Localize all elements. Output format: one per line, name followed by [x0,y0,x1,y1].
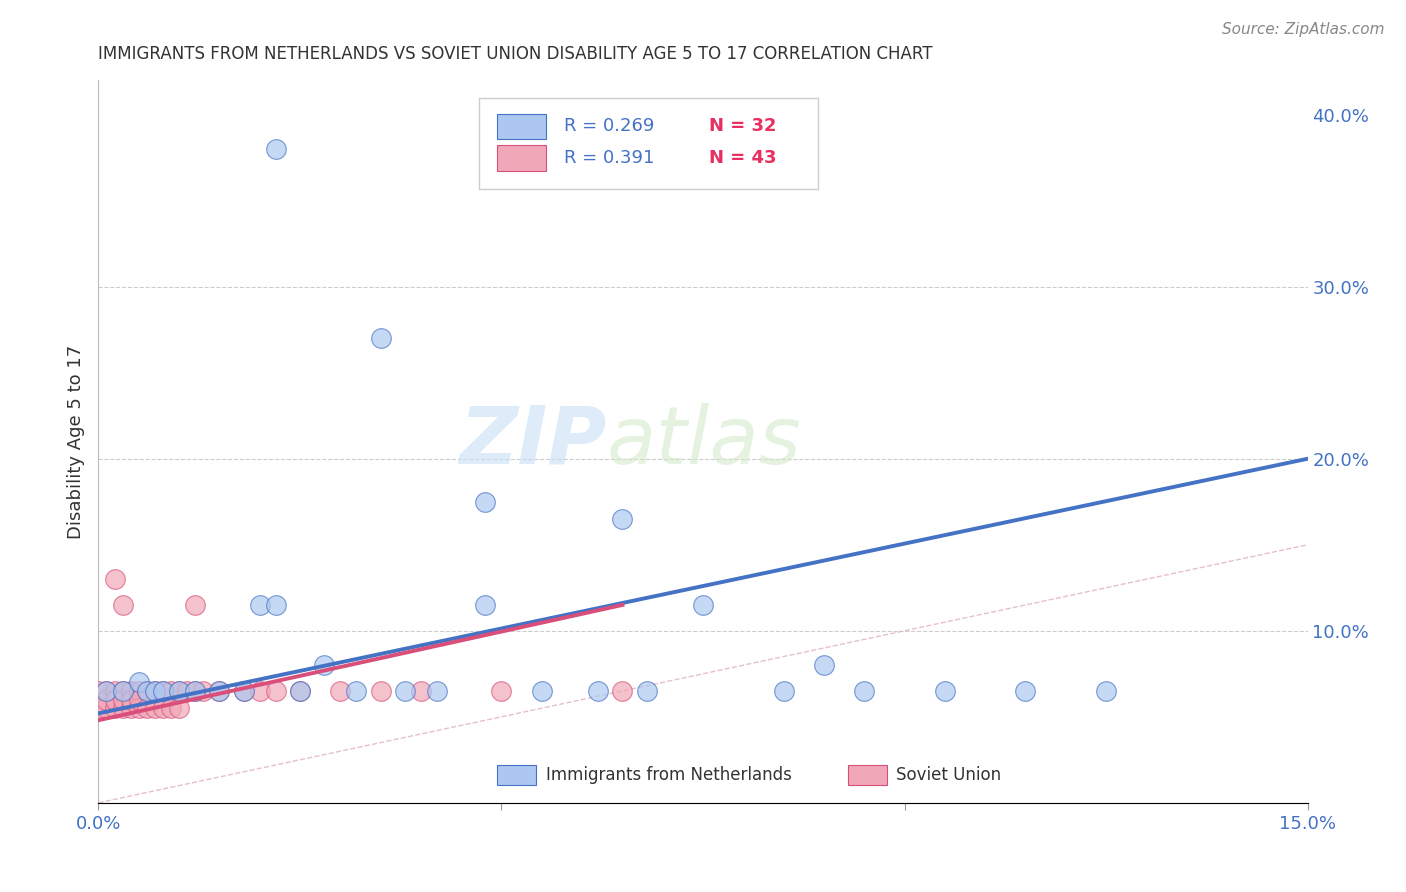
Text: Immigrants from Netherlands: Immigrants from Netherlands [546,766,792,784]
Point [87,701,110,715]
Point [1014,684,1036,698]
FancyBboxPatch shape [848,764,887,785]
Point [612,684,634,698]
Point [160,684,183,698]
Point [692,598,714,612]
Point [184,598,207,612]
Point [934,684,956,698]
Point [491,684,513,698]
FancyBboxPatch shape [498,764,536,785]
Point [111,684,134,698]
Point [314,658,336,673]
Point [1095,684,1118,698]
Point [193,684,215,698]
Text: R = 0.269: R = 0.269 [564,117,654,135]
Point [111,598,134,612]
Point [128,675,150,690]
FancyBboxPatch shape [498,113,546,139]
Point [426,684,449,698]
Point [176,684,198,698]
Point [152,684,174,698]
Y-axis label: Disability Age 5 to 17: Disability Age 5 to 17 [66,344,84,539]
Point [120,684,142,698]
Point [208,684,231,698]
Point [232,684,254,698]
Point [288,684,311,698]
Point [128,701,150,715]
Point [370,684,392,698]
Point [249,684,271,698]
Point [474,494,496,508]
Point [530,684,553,698]
FancyBboxPatch shape [498,145,546,170]
Point [586,684,609,698]
Point [120,692,142,706]
Point [135,701,157,715]
Point [264,598,287,612]
Point [329,684,352,698]
Point [249,598,271,612]
Text: N = 43: N = 43 [709,149,776,167]
FancyBboxPatch shape [479,98,818,189]
Point [103,572,125,586]
Text: Soviet Union: Soviet Union [897,766,1001,784]
Point [184,684,207,698]
Point [120,701,142,715]
Point [111,692,134,706]
Point [152,701,174,715]
Point [87,684,110,698]
Point [474,598,496,612]
Point [232,684,254,698]
Point [167,684,190,698]
Text: R = 0.391: R = 0.391 [564,149,654,167]
Point [96,684,118,698]
Point [135,684,157,698]
Text: IMMIGRANTS FROM NETHERLANDS VS SOVIET UNION DISABILITY AGE 5 TO 17 CORRELATION C: IMMIGRANTS FROM NETHERLANDS VS SOVIET UN… [98,45,934,63]
Point [264,684,287,698]
Point [370,331,392,345]
Point [636,684,658,698]
Point [394,684,416,698]
Text: N = 32: N = 32 [709,117,776,135]
Point [143,684,166,698]
Point [853,684,876,698]
Point [111,701,134,715]
Point [167,701,190,715]
Text: atlas: atlas [606,402,801,481]
Point [208,684,231,698]
Point [152,684,174,698]
Point [103,701,125,715]
Point [111,684,134,698]
Point [612,512,634,526]
Point [128,692,150,706]
Point [344,684,367,698]
Point [103,684,125,698]
Point [160,701,183,715]
Point [96,701,118,715]
Point [143,684,166,698]
Point [184,684,207,698]
Point [143,701,166,715]
Point [96,684,118,698]
Point [288,684,311,698]
Point [103,692,125,706]
Point [128,684,150,698]
Point [135,684,157,698]
Text: Source: ZipAtlas.com: Source: ZipAtlas.com [1222,22,1385,37]
Point [167,684,190,698]
Point [96,692,118,706]
Point [813,658,835,673]
Point [772,684,794,698]
Point [264,142,287,156]
Text: ZIP: ZIP [458,402,606,481]
Point [409,684,432,698]
